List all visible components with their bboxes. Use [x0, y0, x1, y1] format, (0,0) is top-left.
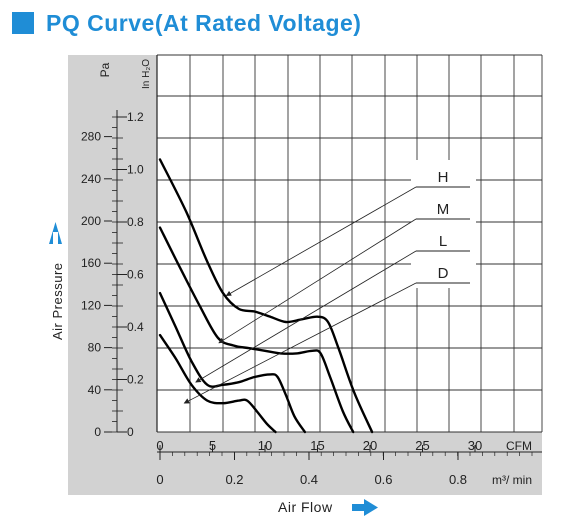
curve-d [158, 333, 277, 434]
y-tick-label-pa: 200 [81, 214, 101, 228]
legend-label-m: M [437, 201, 450, 218]
axis-labels: Air Pressure Air Flow [49, 222, 378, 516]
legend-leader-d [183, 282, 417, 404]
curve-m [158, 226, 355, 434]
x-axis-label: Air Flow [278, 499, 333, 515]
chart-title: PQ Curve(At Rated Voltage) [46, 9, 362, 36]
legend-box [411, 160, 476, 288]
legend-label-l: L [439, 233, 447, 250]
legend-leader-m [218, 218, 417, 344]
x-tick-label-cfm: 0 [156, 438, 163, 453]
curves [158, 158, 374, 434]
curve-l [158, 291, 307, 434]
x-tick-label-m3min: 0.8 [449, 472, 467, 487]
y-tick-label-inh2o: 0.8 [127, 215, 144, 229]
x-tick-label-cfm: 25 [415, 438, 429, 453]
x-tick-label-m3min: 0.4 [300, 472, 318, 487]
x-unit-m3min: m³/ min [492, 473, 532, 487]
y-unit-inh2o: In H₂O [141, 59, 152, 89]
legend-leader-h [225, 186, 417, 297]
y-tick-label-pa: 280 [81, 130, 101, 144]
x-tick-label-cfm: 30 [468, 438, 482, 453]
x-tick-label-cfm: 5 [209, 438, 216, 453]
y-tick-label-inh2o: 0 [127, 425, 134, 439]
legend-leader-l [195, 250, 417, 383]
y-tick-label-inh2o: 0.6 [127, 268, 144, 282]
y-axis-label: Air Pressure [50, 262, 65, 340]
y-unit-pa: Pa [98, 62, 112, 77]
y-tick-label-inh2o: 0.4 [127, 320, 144, 334]
y-axis-arrow-icon [49, 222, 62, 244]
x-tick-label-m3min: 0 [156, 472, 163, 487]
y-tick-label-inh2o: 1.0 [127, 163, 144, 177]
x-tick-label-m3min: 0.2 [225, 472, 243, 487]
plot-area [157, 55, 542, 432]
y-tick-label-pa: 120 [81, 298, 101, 312]
x-tick-label-m3min: 0.6 [374, 472, 392, 487]
y-tick-label-pa: 40 [88, 383, 102, 397]
y-tick-label-pa: 0 [94, 425, 101, 439]
y-tick-label-pa: 160 [81, 256, 101, 270]
x-tick-label-cfm: 10 [258, 438, 272, 453]
title-square-icon [12, 12, 34, 34]
y-tick-label-inh2o: 0.2 [127, 373, 144, 387]
title-block: PQ Curve(At Rated Voltage) [8, 8, 361, 38]
curve-h [158, 158, 374, 434]
y-tick-label-pa: 80 [88, 341, 102, 355]
y-tick-label-pa: 240 [81, 172, 101, 186]
x-axis-arrow-icon [352, 499, 378, 516]
legend-label-h: H [438, 169, 449, 186]
axes [104, 55, 542, 460]
x-unit-cfm: CFM [506, 439, 532, 453]
x-tick-label-cfm: 20 [363, 438, 377, 453]
chart-panel-bottom [68, 432, 542, 495]
tick-labels: 0408012016020024028000.20.40.60.81.01.20… [81, 59, 532, 487]
y-tick-label-inh2o: 1.2 [127, 110, 144, 124]
legend-label-d: D [438, 265, 449, 282]
x-tick-label-cfm: 15 [310, 438, 324, 453]
